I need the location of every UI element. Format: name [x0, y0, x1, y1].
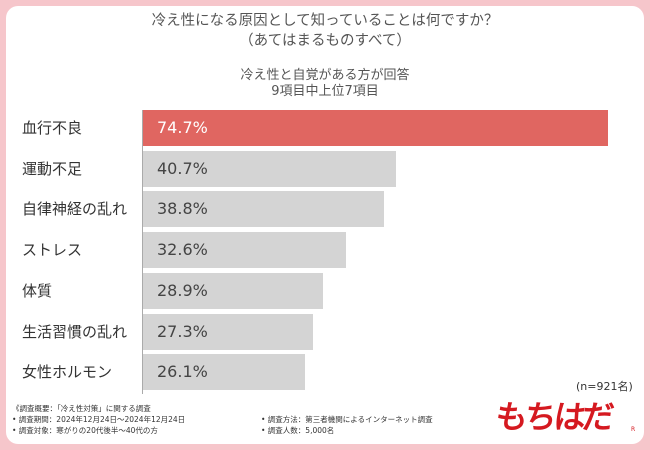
bar — [143, 232, 346, 268]
bar-value-label: 27.3% — [157, 322, 208, 341]
mochihada-logo: もちはだ — [493, 398, 614, 436]
chart-title-note: （あてはまるものすべて） — [239, 33, 411, 49]
bar — [143, 314, 313, 350]
survey-card: 冷え性になる原因として知っていることは何ですか？ （あてはまるものすべて） 冷え… — [6, 6, 644, 444]
category-label: 自律神経の乱れ — [22, 200, 128, 218]
survey-count: • 調査人数：5,000名 — [261, 426, 335, 435]
survey-period: • 調査期間：2024年12月24日〜2024年12月24日 — [12, 415, 186, 424]
sample-size: (n=921名) — [576, 380, 633, 393]
category-label: 運動不足 — [22, 160, 83, 178]
bar-value-label: 38.8% — [157, 199, 208, 218]
bar — [143, 273, 323, 309]
bar — [143, 354, 305, 390]
chart-title: 冷え性になる原因として知っていることは何ですか？ — [151, 13, 499, 29]
bar-value-label: 32.6% — [157, 240, 208, 259]
category-label: 女性ホルモン — [22, 363, 113, 381]
bar-value-label: 40.7% — [157, 159, 208, 178]
category-label: 生活習慣の乱れ — [22, 323, 128, 341]
bar-value-label: 28.9% — [157, 281, 208, 300]
chart-subtitle-scope: 9項目中上位7項目 — [271, 84, 379, 99]
bar — [143, 110, 608, 146]
registered-mark: R — [631, 426, 636, 433]
bar — [143, 191, 384, 227]
category-label: 血行不良 — [22, 119, 83, 137]
category-axis-line — [142, 110, 143, 394]
survey-target: • 調査対象：寒がりの20代後半〜40代の方 — [12, 426, 158, 435]
survey-method: • 調査方法：第三者機関によるインターネット調査 — [261, 415, 433, 424]
chart-subtitle: 冷え性と自覚がある方が回答 — [240, 68, 410, 83]
category-label: ストレス — [22, 241, 83, 259]
bar — [143, 151, 396, 187]
bar-value-label: 26.1% — [157, 362, 208, 381]
bar-value-label: 74.7% — [157, 118, 208, 137]
category-label: 体質 — [22, 282, 53, 300]
survey-overview: 《調査概要：「冷え性対策」に関する調査 — [12, 404, 151, 413]
